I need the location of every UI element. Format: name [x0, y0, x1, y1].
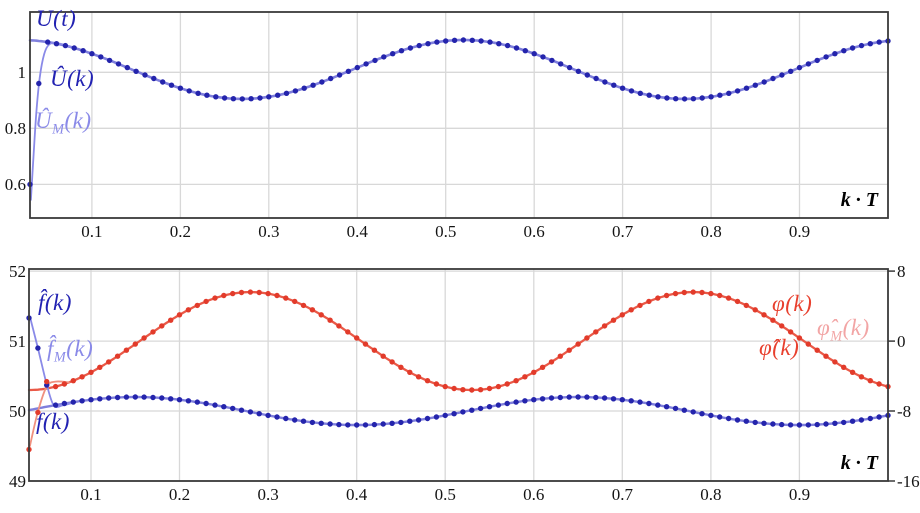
curve-label-phi-hat-k: φ̂(k) — [759, 335, 799, 361]
x-tick-label: 0.7 — [611, 485, 633, 504]
label-text: Û — [35, 108, 53, 133]
label-subscript: M — [53, 349, 67, 366]
x-tick-label: 0.7 — [612, 222, 634, 241]
label-text: φ(k) — [772, 291, 813, 316]
label-text: φ̂(k) — [759, 335, 800, 360]
y2-tick-label: 0 — [897, 332, 906, 352]
x-tick-label: 0.4 — [346, 222, 368, 241]
y-tick-label: 51 — [9, 332, 26, 352]
label-text: U(t) — [36, 6, 77, 31]
label-subscript: M — [830, 328, 843, 345]
label-text: f(k) — [36, 409, 70, 434]
x-tick-label: 0.8 — [700, 222, 722, 241]
y-tick-label: 0.8 — [4, 119, 26, 139]
x-axis-label-bottom-chart: k · T — [841, 452, 878, 475]
x-tick-label: 0.5 — [434, 485, 456, 504]
curve-label-U-hat-M-k: ÛM(k) — [35, 108, 92, 137]
label-text: k · T — [840, 189, 878, 211]
x-tick-label: 0.6 — [523, 222, 545, 241]
y2-tick-label: -16 — [897, 472, 920, 491]
y-tick-label: 49 — [9, 472, 26, 491]
y-tick-label: 1 — [17, 63, 27, 83]
x-tick-label: 0.9 — [788, 485, 811, 504]
x-tick-label: 0.5 — [435, 222, 457, 241]
curve-label-U-t: U(t) — [36, 6, 76, 32]
x-tick-label: 0.4 — [346, 485, 368, 504]
y2-tick-label: -8 — [897, 402, 912, 422]
x-tick-label: 0.2 — [169, 222, 191, 241]
curve-label-f-k: f(k) — [36, 409, 70, 435]
label-subscript: M — [52, 121, 65, 138]
label-text: Û(k) — [50, 66, 95, 91]
x-tick-label: 0.3 — [258, 222, 280, 241]
x-axis-label-top-chart: k · T — [841, 189, 878, 212]
y-tick-label: 0.6 — [4, 175, 26, 195]
label-text: k · T — [840, 452, 878, 474]
y-tick-label: 52 — [9, 262, 26, 282]
curve-label-f-hat-M-k: f̂M(k) — [47, 336, 94, 365]
x-tick-label: 0.8 — [700, 485, 722, 504]
y2-tick-label: 8 — [897, 262, 906, 282]
label-text: f̂(k) — [38, 290, 72, 315]
x-tick-label: 0.1 — [80, 485, 102, 504]
x-tick-label: 0.9 — [788, 222, 811, 241]
curve-label-phi-k: φ(k) — [772, 291, 812, 317]
x-tick-label: 0.3 — [257, 485, 279, 504]
label-text: (k) — [66, 336, 94, 361]
label-text: f̂ — [47, 336, 54, 361]
curve-label-phi-hat-M-k: φ̂M(k) — [817, 315, 870, 344]
label-text: (k) — [842, 315, 870, 340]
x-tick-label: 0.1 — [81, 222, 103, 241]
curve-label-U-hat-k: Û(k) — [50, 66, 94, 92]
label-text: (k) — [64, 108, 92, 133]
curve-label-f-hat-k: f̂(k) — [38, 290, 72, 316]
x-tick-label: 0.2 — [168, 485, 191, 504]
x-tick-label: 0.6 — [523, 485, 545, 504]
y-tick-label: 50 — [9, 402, 26, 422]
label-text: φ̂ — [817, 315, 831, 340]
